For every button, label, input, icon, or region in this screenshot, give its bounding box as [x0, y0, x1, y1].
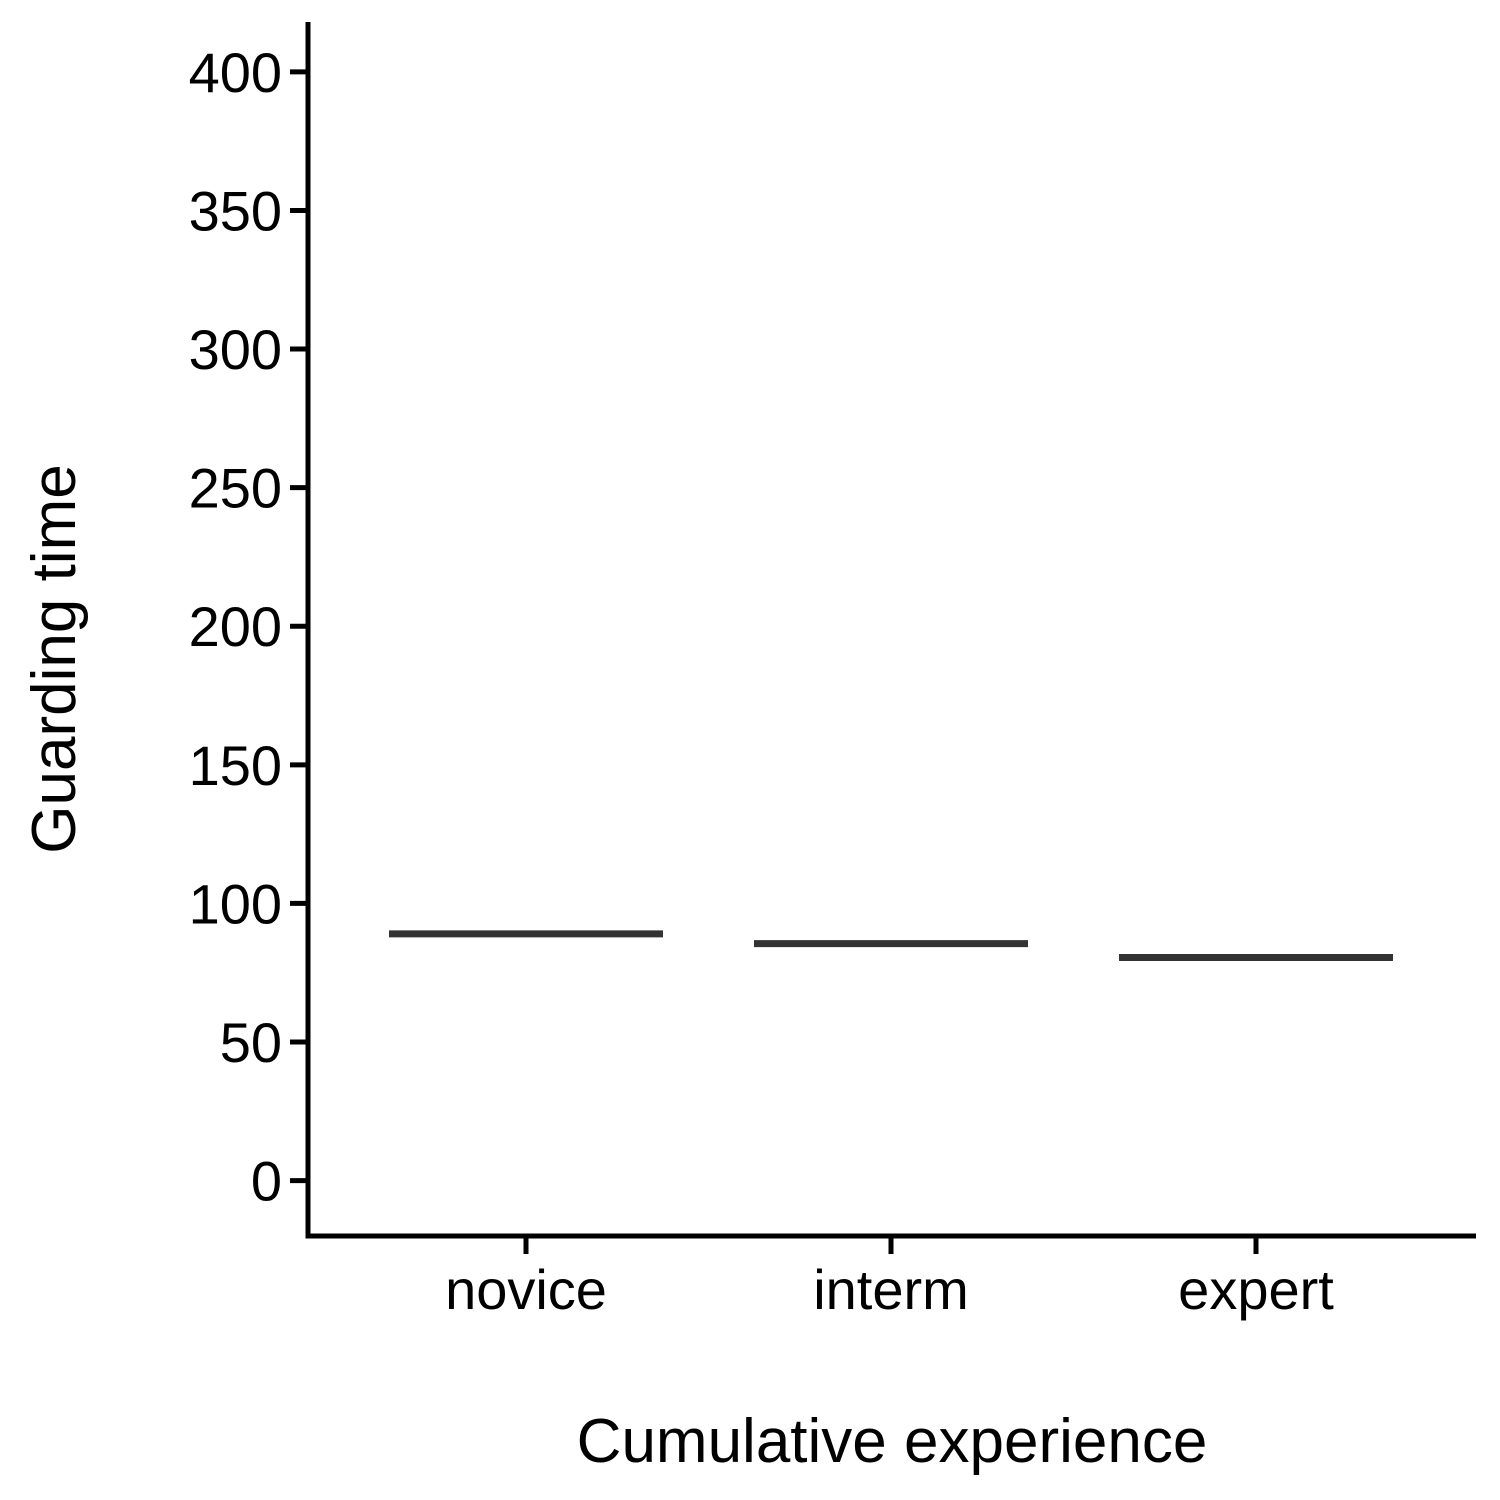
y-tick-label: 0 [251, 1150, 282, 1213]
y-tick-label: 350 [189, 179, 282, 242]
y-tick-label: 300 [189, 318, 282, 381]
y-tick-label: 100 [189, 872, 282, 935]
y-tick-label: 150 [189, 734, 282, 797]
x-axis-ticks: novice interm expert [445, 1236, 1334, 1321]
y-tick-label: 400 [189, 41, 282, 104]
x-tick-label: novice [445, 1258, 607, 1321]
y-tick-label: 200 [189, 595, 282, 658]
data-marks [389, 930, 1393, 961]
x-tick-label: expert [1178, 1258, 1334, 1321]
y-axis-title: Guarding time [20, 464, 89, 853]
x-tick-label: interm [813, 1258, 969, 1321]
y-tick-label: 250 [189, 457, 282, 520]
x-axis-title: Cumulative experience [577, 1407, 1208, 1476]
y-axis-ticks: 0 50 100 150 200 250 300 350 400 [189, 41, 308, 1213]
y-tick-label: 50 [220, 1011, 282, 1074]
